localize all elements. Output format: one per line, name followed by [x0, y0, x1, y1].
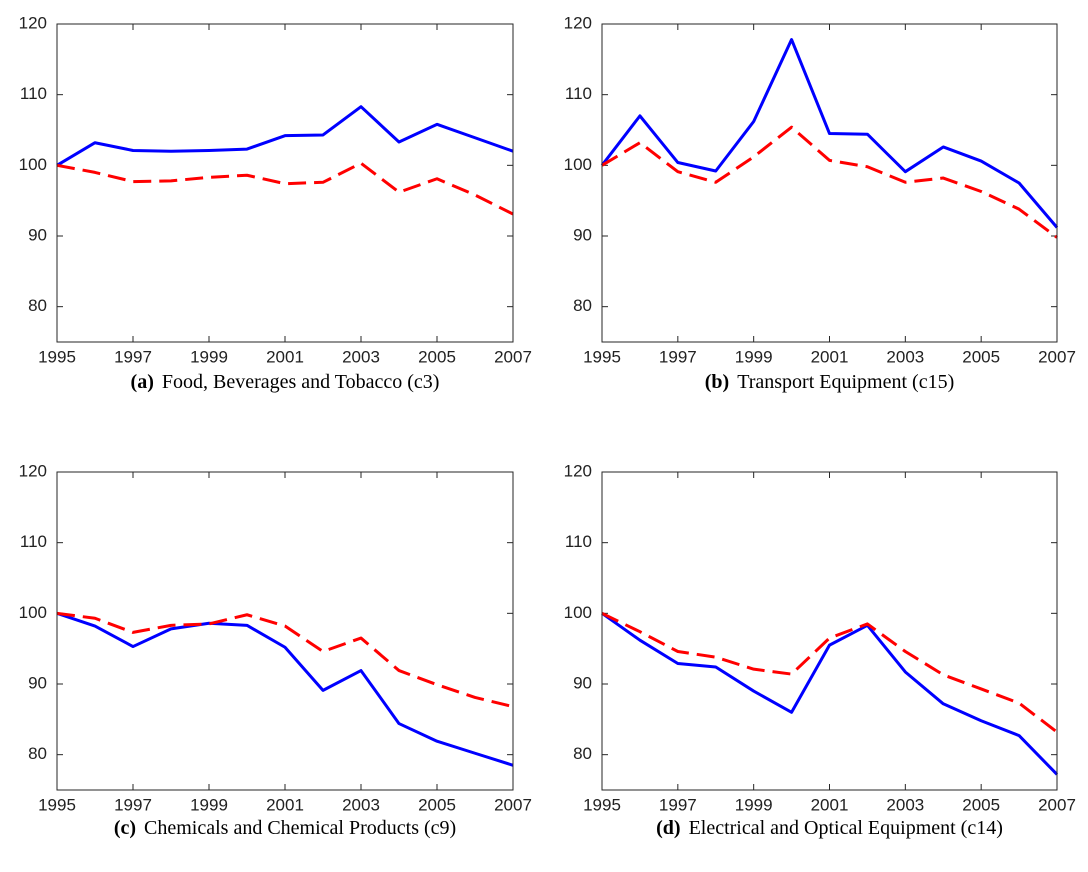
- caption: (a) Food, Beverages and Tobacco (c3): [131, 371, 440, 393]
- x-tick-label: 2007: [1038, 795, 1076, 814]
- y-tick-label: 100: [19, 603, 47, 622]
- y-tick-label: 100: [564, 155, 592, 174]
- axes-box: [601, 471, 1058, 791]
- y-tick-label: 80: [28, 296, 47, 315]
- y-tick-label: 100: [19, 155, 47, 174]
- x-tick-label: 2007: [1038, 347, 1076, 366]
- caption-label: (d): [656, 817, 680, 839]
- x-tick-label: 2007: [494, 347, 532, 366]
- data-line: [56, 105, 514, 167]
- y-tick-label: 120: [19, 13, 47, 32]
- caption-text: Chemicals and Chemical Products (c9): [144, 817, 456, 839]
- y-tick-label: 80: [28, 744, 47, 763]
- x-tick-label: 2005: [418, 795, 456, 814]
- x-tick-label: 2005: [962, 795, 1000, 814]
- y-tick-label: 110: [20, 84, 47, 103]
- x-tick-label: 2003: [342, 347, 380, 366]
- x-tick-label: 1999: [190, 347, 228, 366]
- x-tick-label: 1999: [735, 795, 773, 814]
- y-tick-label: 110: [565, 532, 592, 551]
- axes-box: [56, 23, 514, 343]
- data-line: [56, 161, 514, 216]
- data-line: [601, 125, 1058, 239]
- caption-label: (c): [114, 817, 136, 839]
- y-tick-label: 110: [565, 84, 592, 103]
- x-tick-label: 1997: [659, 795, 697, 814]
- x-tick-label: 1995: [38, 795, 76, 814]
- y-tick-label: 120: [564, 13, 592, 32]
- x-tick-label: 2003: [886, 795, 924, 814]
- x-tick-label: 1997: [114, 347, 152, 366]
- caption-label: (b): [705, 371, 729, 393]
- caption-label: (a): [131, 371, 154, 393]
- y-tick-label: 90: [573, 225, 592, 244]
- x-tick-label: 2001: [811, 347, 849, 366]
- x-tick-label: 2001: [266, 347, 304, 366]
- data-line: [601, 612, 1059, 776]
- x-tick-label: 2003: [342, 795, 380, 814]
- x-tick-label: 1999: [735, 347, 773, 366]
- y-tick-label: 90: [573, 673, 592, 692]
- axes-box: [601, 23, 1058, 343]
- caption-text: Transport Equipment (c15): [737, 371, 954, 393]
- axes-box: [56, 471, 514, 791]
- x-tick-label: 2003: [886, 347, 924, 366]
- x-tick-label: 1997: [114, 795, 152, 814]
- caption-text: Electrical and Optical Equipment (c14): [689, 817, 1003, 839]
- x-tick-label: 2007: [494, 795, 532, 814]
- x-tick-label: 2005: [962, 347, 1000, 366]
- data-line: [600, 38, 1059, 229]
- y-tick-label: 110: [20, 532, 47, 551]
- x-tick-label: 2001: [266, 795, 304, 814]
- caption: (b) Transport Equipment (c15): [705, 371, 954, 393]
- caption: (d) Electrical and Optical Equipment (c14…: [656, 817, 1003, 839]
- x-tick-label: 1995: [583, 795, 621, 814]
- y-tick-label: 80: [573, 744, 592, 763]
- x-tick-label: 1995: [583, 347, 621, 366]
- x-tick-label: 1997: [659, 347, 697, 366]
- x-tick-label: 2005: [418, 347, 456, 366]
- y-tick-label: 120: [19, 461, 47, 480]
- x-tick-label: 1999: [190, 795, 228, 814]
- data-line: [601, 611, 1058, 734]
- x-tick-label: 2001: [811, 795, 849, 814]
- data-line: [56, 611, 514, 767]
- caption: (c) Chemicals and Chemical Products (c9): [114, 817, 456, 839]
- y-tick-label: 90: [28, 673, 47, 692]
- caption-text: Food, Beverages and Tobacco (c3): [162, 371, 440, 393]
- x-tick-label: 1995: [38, 347, 76, 366]
- y-tick-label: 80: [573, 296, 592, 315]
- y-tick-label: 100: [564, 603, 592, 622]
- y-tick-label: 90: [28, 225, 47, 244]
- y-tick-label: 120: [564, 461, 592, 480]
- data-line: [56, 611, 514, 709]
